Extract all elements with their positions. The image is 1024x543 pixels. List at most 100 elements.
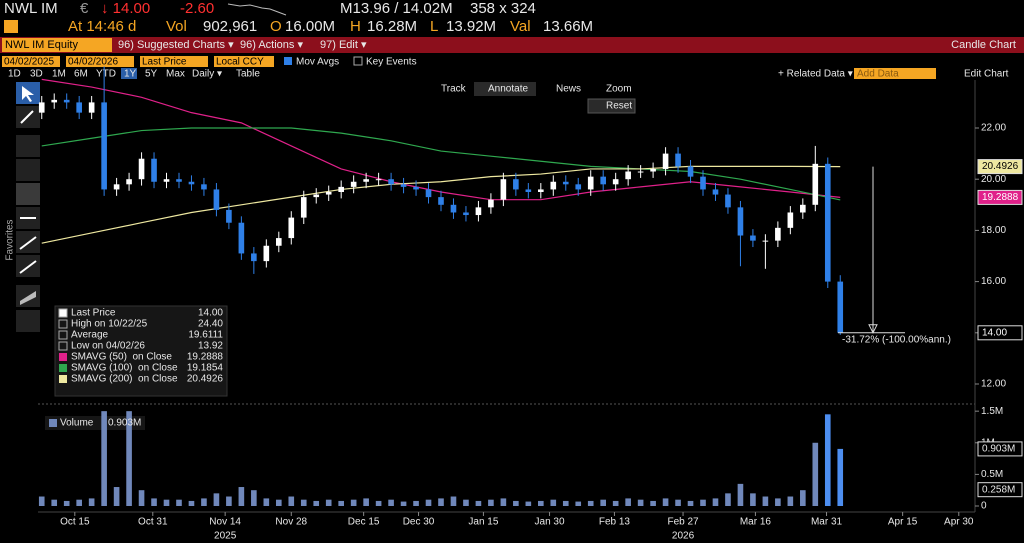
- menu-item[interactable]: 96) Suggested Charts ▾: [118, 39, 234, 51]
- reset-box[interactable]: [587, 98, 636, 114]
- volume-bar: [725, 493, 731, 506]
- x-tick-label: Apr 30: [944, 517, 974, 528]
- period[interactable]: 1D: [8, 69, 21, 80]
- candle-body: [562, 181, 569, 185]
- candle-body: [76, 102, 82, 113]
- period[interactable]: 5Y: [145, 69, 158, 80]
- period[interactable]: Max: [166, 69, 185, 80]
- legend-value: 19.2888: [187, 352, 224, 363]
- end-box[interactable]: [66, 56, 134, 67]
- field-box[interactable]: [140, 56, 208, 67]
- candle-body: [425, 189, 432, 198]
- related-data[interactable]: + Related Data ▾: [778, 69, 853, 80]
- chart-tool[interactable]: Annotate: [488, 84, 528, 95]
- volume-tick-label: 1.5M: [981, 406, 1003, 417]
- open-label: O: [270, 18, 282, 35]
- tool-active[interactable]: [474, 82, 536, 96]
- candle-body: [500, 179, 507, 200]
- tool-r[interactable]: [16, 310, 40, 332]
- periods: 1D 3D 1M 6M YTD 1Y 5Y Max Daily ▾ Table: [8, 68, 260, 80]
- add-data-box[interactable]: [854, 68, 936, 79]
- legend-value: 24.40: [198, 319, 223, 330]
- key-events[interactable]: Key Events: [366, 57, 417, 68]
- mov-avgs[interactable]: Mov Avgs: [296, 57, 339, 68]
- add-data[interactable]: Add Data: [857, 69, 899, 80]
- checkbox[interactable]: [353, 56, 363, 66]
- volume-bar: [463, 499, 469, 506]
- period[interactable]: Daily ▾: [192, 69, 222, 80]
- legend-label: SMAVG (200) on Close: [71, 374, 178, 385]
- legend-icon: [58, 330, 68, 340]
- chart-tool[interactable]: Zoom: [606, 84, 632, 95]
- candle-body: [525, 189, 532, 192]
- checkbox[interactable]: [284, 57, 292, 65]
- vol-label: Vol: [166, 18, 187, 35]
- candle-body: [251, 253, 257, 262]
- volume-bar: [762, 496, 769, 506]
- candle-body: [238, 222, 245, 254]
- volume-bar: [213, 493, 220, 506]
- candle-body: [163, 179, 170, 182]
- side-tools: [16, 82, 40, 332]
- start-date[interactable]: 04/02/2025: [4, 57, 54, 68]
- volume-bar: [575, 501, 582, 506]
- legend-icon: [59, 353, 67, 361]
- tool-pct[interactable]: [16, 135, 40, 157]
- candle-body: [612, 179, 619, 185]
- x-tick-label: Dec 15: [348, 517, 380, 528]
- chart-tool[interactable]: Reset: [606, 101, 632, 112]
- legend-box: [54, 305, 228, 397]
- volume-bar: [450, 496, 457, 506]
- period-selected[interactable]: [121, 68, 137, 79]
- volume-legend-box: [45, 416, 145, 430]
- high: 16.28M: [367, 18, 417, 35]
- security[interactable]: NWL IM Equity: [5, 39, 78, 51]
- candle-body: [625, 171, 631, 180]
- volume-bar: [538, 500, 544, 506]
- ccy-box[interactable]: [214, 56, 274, 67]
- volume-bar: [325, 499, 332, 506]
- ccy[interactable]: Local CCY: [216, 57, 264, 68]
- security-box[interactable]: [2, 38, 112, 52]
- vol: 902,961: [203, 18, 257, 35]
- low-label: L: [430, 18, 438, 35]
- val: 13.66M: [543, 18, 593, 35]
- candle-body: [737, 207, 744, 236]
- menu-item[interactable]: 97) Edit ▾: [320, 39, 367, 51]
- menu-item[interactable]: 96) Actions ▾: [240, 39, 303, 51]
- legend-value: 14.00: [198, 308, 223, 319]
- edit-chart[interactable]: Edit Chart: [964, 69, 1009, 80]
- candle-body: [750, 235, 756, 241]
- period[interactable]: 3D: [30, 69, 43, 80]
- period[interactable]: YTD: [96, 69, 116, 80]
- volume-bar: [151, 498, 157, 506]
- candle-body: [375, 179, 382, 181]
- chart-tool[interactable]: News: [556, 84, 581, 95]
- right-tools: + Related Data ▾ Add Data Edit Chart: [778, 68, 1009, 80]
- menu-items: 96) Suggested Charts ▾ 96) Actions ▾ 97) E…: [118, 39, 367, 51]
- period[interactable]: 6M: [74, 69, 88, 80]
- tool-dollar[interactable]: [16, 159, 40, 181]
- period[interactable]: 1Y: [124, 69, 137, 80]
- volume-bar: [812, 442, 819, 506]
- field[interactable]: Last Price: [142, 57, 187, 68]
- volume-bar: [712, 498, 719, 506]
- period[interactable]: Table: [236, 69, 260, 80]
- x-tick-label: Oct 31: [138, 517, 168, 528]
- pointer-icon: [22, 86, 34, 102]
- legend-icon: [58, 308, 68, 318]
- tool-text[interactable]: [16, 183, 40, 205]
- end-date[interactable]: 04/02/2026: [68, 57, 118, 68]
- start-box[interactable]: [2, 56, 60, 67]
- period[interactable]: 1M: [52, 69, 66, 80]
- candle-body: [151, 158, 157, 182]
- x-tick-label: Jan 15: [468, 517, 498, 528]
- y-tick-label: 22.00: [981, 123, 1006, 134]
- volume-bar: [226, 496, 232, 506]
- candle-body: [475, 207, 482, 216]
- candle-body: [775, 227, 781, 241]
- chart-tool[interactable]: Track: [441, 84, 467, 95]
- volume-bar: [637, 499, 644, 506]
- y-tick-label: 18.00: [981, 225, 1006, 236]
